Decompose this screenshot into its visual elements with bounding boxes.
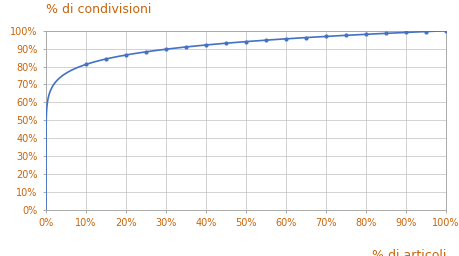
Text: % di condivisioni: % di condivisioni <box>46 3 151 16</box>
Text: % di articoli: % di articoli <box>371 249 445 256</box>
